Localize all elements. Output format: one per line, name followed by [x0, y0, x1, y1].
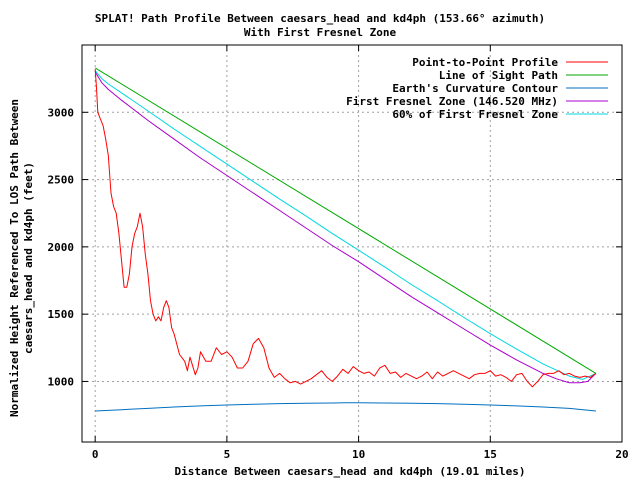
los-series-line — [94, 67, 597, 374]
x-tick-label: 10 — [352, 448, 365, 461]
y-tick-label: 2500 — [48, 174, 75, 187]
legend-label-fresnel: First Fresnel Zone (146.520 MHz) — [346, 95, 558, 108]
legend-label-fresnel60: 60% of First Fresnel Zone — [392, 108, 558, 121]
fresnel60-series-line — [94, 70, 597, 380]
earth-series-line — [95, 402, 596, 412]
chart-title: SPLAT! Path Profile Between caesars_head… — [95, 12, 545, 25]
plot-frame — [81, 44, 623, 443]
legend-label-los: Line of Sight Path — [439, 69, 558, 82]
x-tick-label: 5 — [224, 448, 231, 461]
x-tick-label: 20 — [615, 448, 628, 461]
series-layer — [94, 67, 597, 412]
y-tick-label: 3000 — [48, 106, 75, 119]
axis-ticks: 0 5 10 15 20 1000 1500 2000 2500 3000 — [48, 45, 629, 461]
legend-label-earth: Earth's Curvature Contour — [392, 82, 558, 95]
x-tick-label: 15 — [484, 448, 497, 461]
y-tick-label: 2000 — [48, 241, 75, 254]
y-axis-label-line-1: Normalized Height Referenced To LOS Path… — [8, 99, 21, 417]
x-tick-label: 0 — [92, 448, 99, 461]
y-axis-label: Normalized Height Referenced To LOS Path… — [8, 99, 35, 417]
legend-label-profile: Point-to-Point Profile — [412, 56, 558, 69]
fresnel-series-line — [94, 71, 597, 384]
y-tick-label: 1000 — [48, 375, 75, 388]
y-tick-label: 1500 — [48, 308, 75, 321]
x-axis-label: Distance Between caesars_head and kd4ph … — [175, 465, 526, 478]
profile-series-line — [94, 69, 597, 388]
chart-subtitle: With First Fresnel Zone — [244, 26, 397, 39]
y-axis-label-line-2: caesars_head and kd4ph (feet) — [22, 162, 35, 354]
